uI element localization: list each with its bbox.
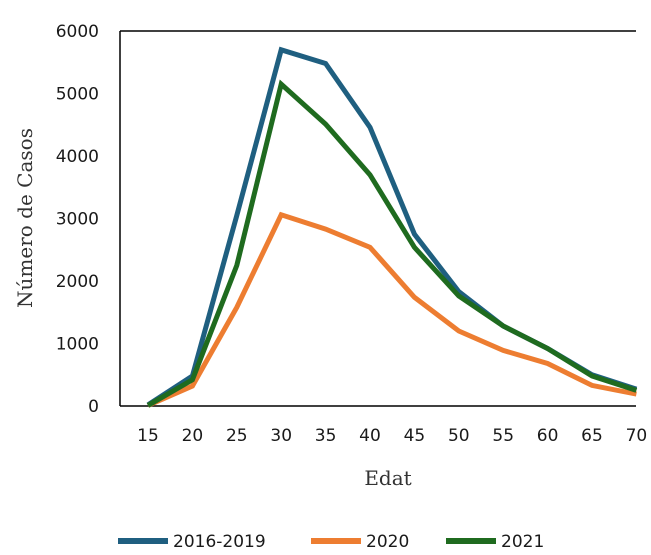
y-axis-title: Número de Casos <box>13 128 37 308</box>
y-tick-label: 4000 <box>56 147 99 167</box>
y-tick-label: 5000 <box>56 85 99 105</box>
y-tick-label: 2000 <box>56 272 99 292</box>
tick-labels: 0 1000 2000 3000 4000 5000 6000 15 20 25 30 35 40 45 5… <box>56 22 647 446</box>
legend-label: 2021 <box>501 532 544 552</box>
x-tick-label: 30 <box>270 426 292 446</box>
y-tick-label: 0 <box>88 397 99 417</box>
x-tick-label: 65 <box>581 426 603 446</box>
series-layer <box>146 46 638 408</box>
y-tick-label: 6000 <box>56 22 99 42</box>
x-tick-label: 35 <box>315 426 337 446</box>
x-tick-label: 45 <box>404 426 426 446</box>
x-tick-label: 20 <box>182 426 204 446</box>
axes <box>119 30 636 407</box>
x-tick-label: 60 <box>537 426 559 446</box>
legend: 2016-2019 2020 2021 <box>118 532 544 552</box>
x-tick-label: 15 <box>137 426 159 446</box>
x-tick-label: 40 <box>359 426 381 446</box>
legend-label: 2016-2019 <box>173 532 266 552</box>
x-tick-label: 55 <box>492 426 514 446</box>
series-line-2021 <box>146 79 638 408</box>
series-line-2016-2019 <box>146 46 638 407</box>
legend-label: 2020 <box>366 532 409 552</box>
y-tick-label: 3000 <box>56 210 99 230</box>
x-tick-label: 70 <box>626 426 648 446</box>
x-tick-label: 50 <box>448 426 470 446</box>
series-line-2020 <box>146 211 637 408</box>
y-tick-label: 1000 <box>56 335 99 355</box>
x-tick-label: 25 <box>226 426 248 446</box>
x-axis-title: Edat <box>364 466 411 490</box>
